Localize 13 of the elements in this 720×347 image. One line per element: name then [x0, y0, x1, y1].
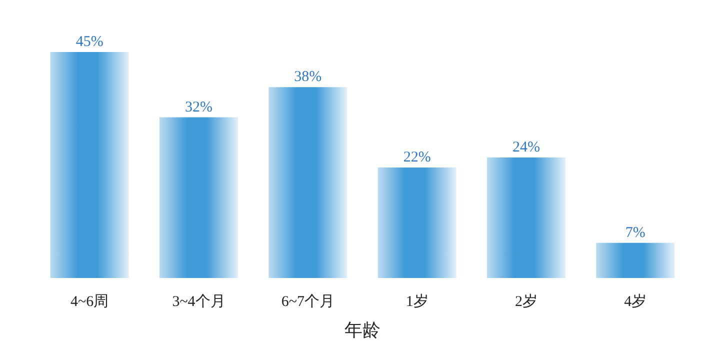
x-tick-label: 4岁 [624, 293, 647, 310]
data-label: 45% [76, 34, 104, 50]
x-tick-label: 3~4个月 [172, 293, 226, 310]
data-label: 7% [625, 224, 646, 241]
data-label: 38% [294, 69, 322, 86]
data-label: 22% [403, 150, 431, 166]
data-label: 32% [185, 99, 212, 116]
data-label: 24% [512, 139, 540, 156]
x-tick-label: 1岁 [406, 293, 428, 310]
x-tick-label: 4~6周 [70, 294, 109, 310]
x-tick-label: 2岁 [515, 293, 538, 310]
x-tick-label: 6~7个月 [281, 293, 334, 310]
x-axis-title: 年龄 [344, 320, 380, 340]
